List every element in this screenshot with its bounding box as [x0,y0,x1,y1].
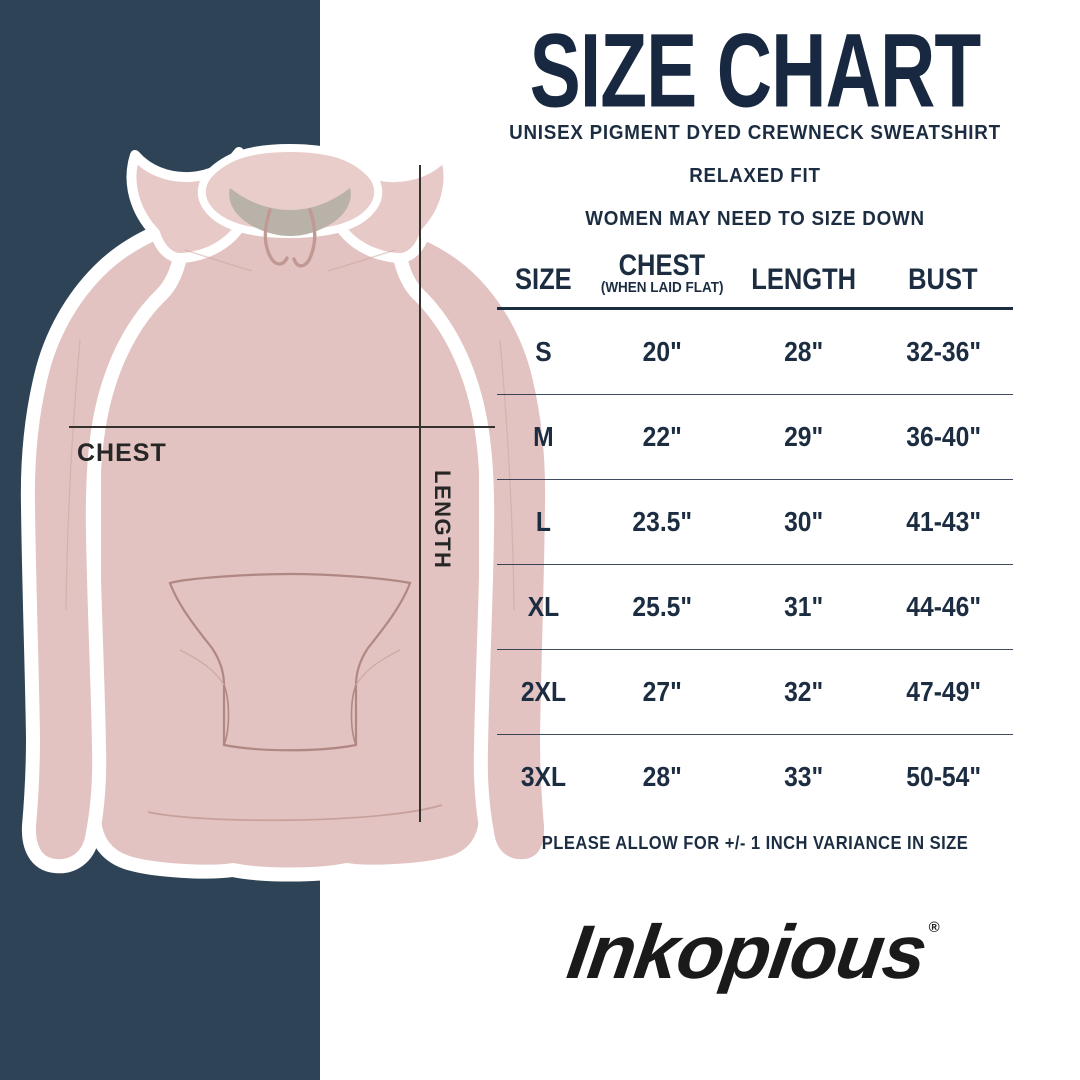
svg-text:LENGTH: LENGTH [430,470,455,569]
svg-text:CHEST: CHEST [77,439,167,467]
